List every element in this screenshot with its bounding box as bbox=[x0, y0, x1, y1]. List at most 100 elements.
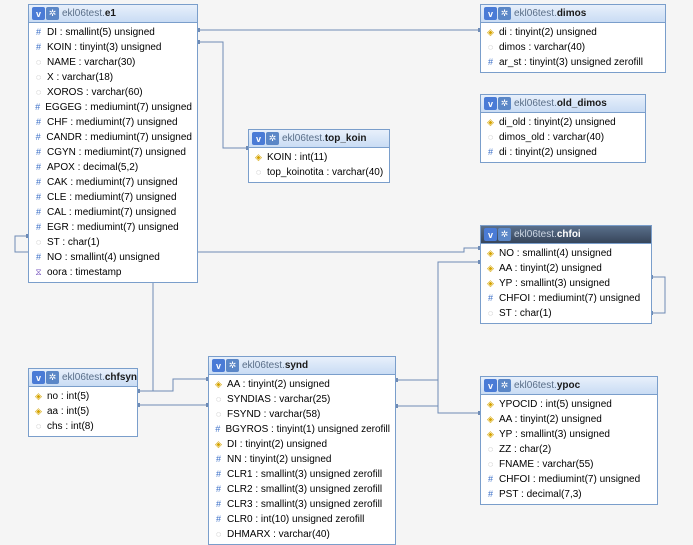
column-row[interactable]: ◌FNAME : varchar(55) bbox=[481, 457, 657, 472]
column-row[interactable]: ◈AA : tinyint(2) unsigned bbox=[481, 261, 651, 276]
column-row[interactable]: #BGYROS : tinyint(1) unsigned zerofill bbox=[209, 422, 395, 437]
gear-icon[interactable]: ✲ bbox=[498, 7, 511, 20]
table-header[interactable]: v✲ekl06test.top_koin bbox=[249, 130, 389, 148]
table-synd[interactable]: v✲ekl06test.synd ◈AA : tinyint(2) unsigne… bbox=[208, 356, 396, 545]
column-row[interactable]: ◈AA : tinyint(2) unsigned bbox=[209, 377, 395, 392]
column-row[interactable]: #EGGEG : mediumint(7) unsigned bbox=[29, 100, 197, 115]
column-row[interactable]: ◈di_old : tinyint(2) unsigned bbox=[481, 115, 645, 130]
column-def: NN : tinyint(2) unsigned bbox=[227, 453, 332, 466]
column-row[interactable]: #CLR2 : smallint(3) unsigned zerofill bbox=[209, 482, 395, 497]
column-row[interactable]: ⧖oora : timestamp bbox=[29, 265, 197, 280]
column-row[interactable]: #CAK : mediumint(7) unsigned bbox=[29, 175, 197, 190]
column-def: FSYND : varchar(58) bbox=[227, 408, 320, 421]
column-row[interactable]: ◈YPOCID : int(5) unsigned bbox=[481, 397, 657, 412]
column-row[interactable]: #di : tinyint(2) unsigned bbox=[481, 145, 645, 160]
table-header[interactable]: v✲ekl06test.synd bbox=[209, 357, 395, 375]
table-chfoi[interactable]: v✲ekl06test.chfoi ◈NO : smallint(4) unsig… bbox=[480, 225, 652, 324]
table-header[interactable]: v✲ekl06test.dimos bbox=[481, 5, 665, 23]
gear-icon[interactable]: ✲ bbox=[46, 7, 59, 20]
column-row[interactable]: ◌top_koinotita : varchar(40) bbox=[249, 165, 389, 180]
column-def: APOX : decimal(5,2) bbox=[47, 161, 138, 174]
column-row[interactable]: ◌NAME : varchar(30) bbox=[29, 55, 197, 70]
num-icon: # bbox=[485, 473, 496, 486]
table-icon: v bbox=[32, 371, 45, 384]
num-icon: # bbox=[485, 488, 496, 501]
table-e1[interactable]: v✲ekl06test.e1 #DI : smallint(5) unsigned… bbox=[28, 4, 198, 283]
column-row[interactable]: ◈KOIN : int(11) bbox=[249, 150, 389, 165]
column-def: NO : smallint(4) unsigned bbox=[47, 251, 160, 264]
column-row[interactable]: ◈YP : smallint(3) unsigned bbox=[481, 276, 651, 291]
gear-icon[interactable]: ✲ bbox=[498, 228, 511, 241]
gear-icon[interactable]: ✲ bbox=[226, 359, 239, 372]
column-def: oora : timestamp bbox=[47, 266, 121, 279]
schema-name: ekl06test. bbox=[242, 360, 285, 371]
column-row[interactable]: #NO : smallint(4) unsigned bbox=[29, 250, 197, 265]
column-row[interactable]: ◈NO : smallint(4) unsigned bbox=[481, 246, 651, 261]
column-row[interactable]: #CLE : mediumint(7) unsigned bbox=[29, 190, 197, 205]
column-row[interactable]: ◈aa : int(5) bbox=[29, 404, 137, 419]
pk-icon: ◈ bbox=[485, 428, 496, 441]
column-row[interactable]: #CHFOI : mediumint(7) unsigned bbox=[481, 291, 651, 306]
column-def: CLR1 : smallint(3) unsigned zerofill bbox=[227, 468, 382, 481]
table-header[interactable]: v✲ekl06test.chfsyn bbox=[29, 369, 137, 387]
gear-icon[interactable]: ✲ bbox=[46, 371, 59, 384]
table-header[interactable]: v✲ekl06test.old_dimos bbox=[481, 95, 645, 113]
column-row[interactable]: ◌SYNDIAS : varchar(25) bbox=[209, 392, 395, 407]
pk-icon: ◈ bbox=[213, 438, 224, 451]
column-row[interactable]: #APOX : decimal(5,2) bbox=[29, 160, 197, 175]
table-old_dimos[interactable]: v✲ekl06test.old_dimos ◈di_old : tinyint(2… bbox=[480, 94, 646, 163]
column-row[interactable]: #CLR1 : smallint(3) unsigned zerofill bbox=[209, 467, 395, 482]
column-row[interactable]: ◈DI : tinyint(2) unsigned bbox=[209, 437, 395, 452]
num-icon: # bbox=[33, 26, 44, 39]
column-row[interactable]: ◈di : tinyint(2) unsigned bbox=[481, 25, 665, 40]
column-row[interactable]: #CANDR : mediumint(7) unsigned bbox=[29, 130, 197, 145]
column-row[interactable]: ◈AA : tinyint(2) unsigned bbox=[481, 412, 657, 427]
column-def: KOIN : int(11) bbox=[267, 151, 327, 164]
table-ypoc[interactable]: v✲ekl06test.ypoc ◈YPOCID : int(5) unsigne… bbox=[480, 376, 658, 505]
schema-name: ekl06test. bbox=[282, 133, 325, 144]
table-chfsyn[interactable]: v✲ekl06test.chfsyn ◈no : int(5)◈aa : int(… bbox=[28, 368, 138, 437]
column-row[interactable]: #PST : decimal(7,3) bbox=[481, 487, 657, 502]
column-def: PST : decimal(7,3) bbox=[499, 488, 582, 501]
column-row[interactable]: ◈no : int(5) bbox=[29, 389, 137, 404]
column-row[interactable]: #CAL : mediumint(7) unsigned bbox=[29, 205, 197, 220]
column-row[interactable]: ◌chs : int(8) bbox=[29, 419, 137, 434]
table-top_koin[interactable]: v✲ekl06test.top_koin ◈KOIN : int(11)◌top_… bbox=[248, 129, 390, 183]
column-row[interactable]: #EGR : mediumint(7) unsigned bbox=[29, 220, 197, 235]
column-row[interactable]: #KOIN : tinyint(3) unsigned bbox=[29, 40, 197, 55]
column-row[interactable]: ◌X : varchar(18) bbox=[29, 70, 197, 85]
column-row[interactable]: #NN : tinyint(2) unsigned bbox=[209, 452, 395, 467]
table-icon: v bbox=[484, 97, 497, 110]
gear-icon[interactable]: ✲ bbox=[498, 379, 511, 392]
column-def: CGYN : mediumint(7) unsigned bbox=[47, 146, 186, 159]
gear-icon[interactable]: ✲ bbox=[498, 97, 511, 110]
column-row[interactable]: ◌ZZ : char(2) bbox=[481, 442, 657, 457]
column-row[interactable]: #CHFOI : mediumint(7) unsigned bbox=[481, 472, 657, 487]
table-dimos[interactable]: v✲ekl06test.dimos ◈di : tinyint(2) unsign… bbox=[480, 4, 666, 73]
column-row[interactable]: #DI : smallint(5) unsigned bbox=[29, 25, 197, 40]
column-row[interactable]: #CGYN : mediumint(7) unsigned bbox=[29, 145, 197, 160]
column-def: CLE : mediumint(7) unsigned bbox=[47, 191, 177, 204]
gear-icon[interactable]: ✲ bbox=[266, 132, 279, 145]
table-header[interactable]: v✲ekl06test.ypoc bbox=[481, 377, 657, 395]
schema-name: ekl06test. bbox=[514, 8, 557, 19]
column-row[interactable]: ◌DHMARX : varchar(40) bbox=[209, 527, 395, 542]
str-icon: ◌ bbox=[33, 71, 44, 84]
column-row[interactable]: ◌ST : char(1) bbox=[481, 306, 651, 321]
column-row[interactable]: ◌XOROS : varchar(60) bbox=[29, 85, 197, 100]
pk-icon: ◈ bbox=[253, 151, 264, 164]
column-row[interactable]: ◌dimos : varchar(40) bbox=[481, 40, 665, 55]
column-row[interactable]: ◈YP : smallint(3) unsigned bbox=[481, 427, 657, 442]
column-def: KOIN : tinyint(3) unsigned bbox=[47, 41, 162, 54]
num-icon: # bbox=[485, 56, 496, 69]
column-row[interactable]: ◌ST : char(1) bbox=[29, 235, 197, 250]
column-row[interactable]: #ar_st : tinyint(3) unsigned zerofill bbox=[481, 55, 665, 70]
column-row[interactable]: ◌dimos_old : varchar(40) bbox=[481, 130, 645, 145]
column-row[interactable]: ◌FSYND : varchar(58) bbox=[209, 407, 395, 422]
table-header[interactable]: v✲ekl06test.chfoi bbox=[481, 226, 651, 244]
table-header[interactable]: v✲ekl06test.e1 bbox=[29, 5, 197, 23]
column-row[interactable]: #CHF : mediumint(7) unsigned bbox=[29, 115, 197, 130]
column-row[interactable]: #CLR3 : smallint(3) unsigned zerofill bbox=[209, 497, 395, 512]
column-def: dimos_old : varchar(40) bbox=[499, 131, 604, 144]
column-row[interactable]: #CLR0 : int(10) unsigned zerofill bbox=[209, 512, 395, 527]
